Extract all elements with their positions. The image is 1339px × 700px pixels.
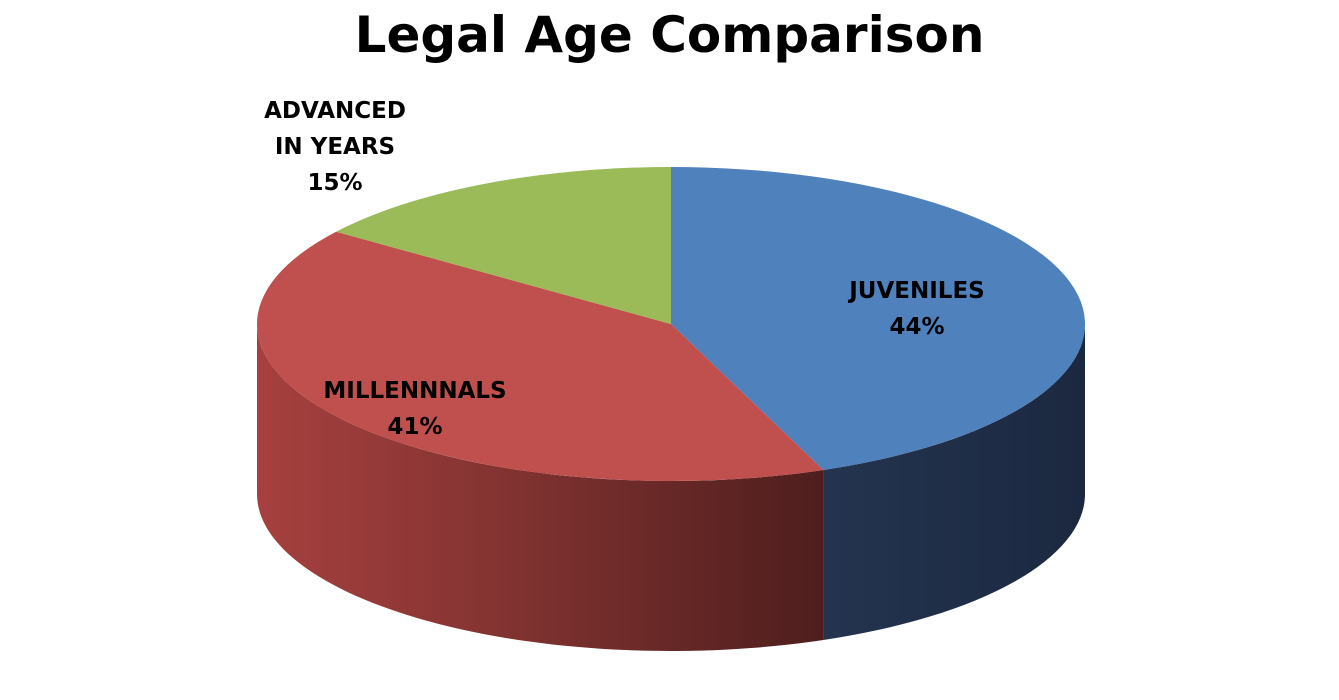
pie-slice-millennnals <box>256 231 824 481</box>
pie-side-millennnals <box>257 324 824 652</box>
data-label-millennnals: MILLENNNALS 41% <box>323 378 506 440</box>
data-label-value: 44% <box>889 314 944 340</box>
data-label-value: 41% <box>387 414 442 440</box>
data-label-category: ADVANCED <box>264 98 406 124</box>
data-label-advanced-in-years: ADVANCED IN YEARS 15% <box>264 98 406 196</box>
chart-title: Legal Age Comparison <box>354 6 985 64</box>
pie-tops <box>256 167 1086 481</box>
pie-labels: JUVENILES 44% MILLENNNALS 41% ADVANCED IN YEA… <box>264 98 985 440</box>
pie-slice-juveniles <box>671 167 1086 470</box>
data-label-value: 15% <box>307 170 362 196</box>
pie-side-juveniles <box>823 324 1085 640</box>
data-label-category: JUVENILES <box>847 278 984 304</box>
data-label-juveniles: JUVENILES 44% <box>847 278 984 340</box>
pie-slice-advanced-in-years <box>336 167 671 324</box>
pie-sides <box>257 324 1085 652</box>
data-label-category: IN YEARS <box>275 134 395 160</box>
data-label-category: MILLENNNALS <box>323 378 506 404</box>
